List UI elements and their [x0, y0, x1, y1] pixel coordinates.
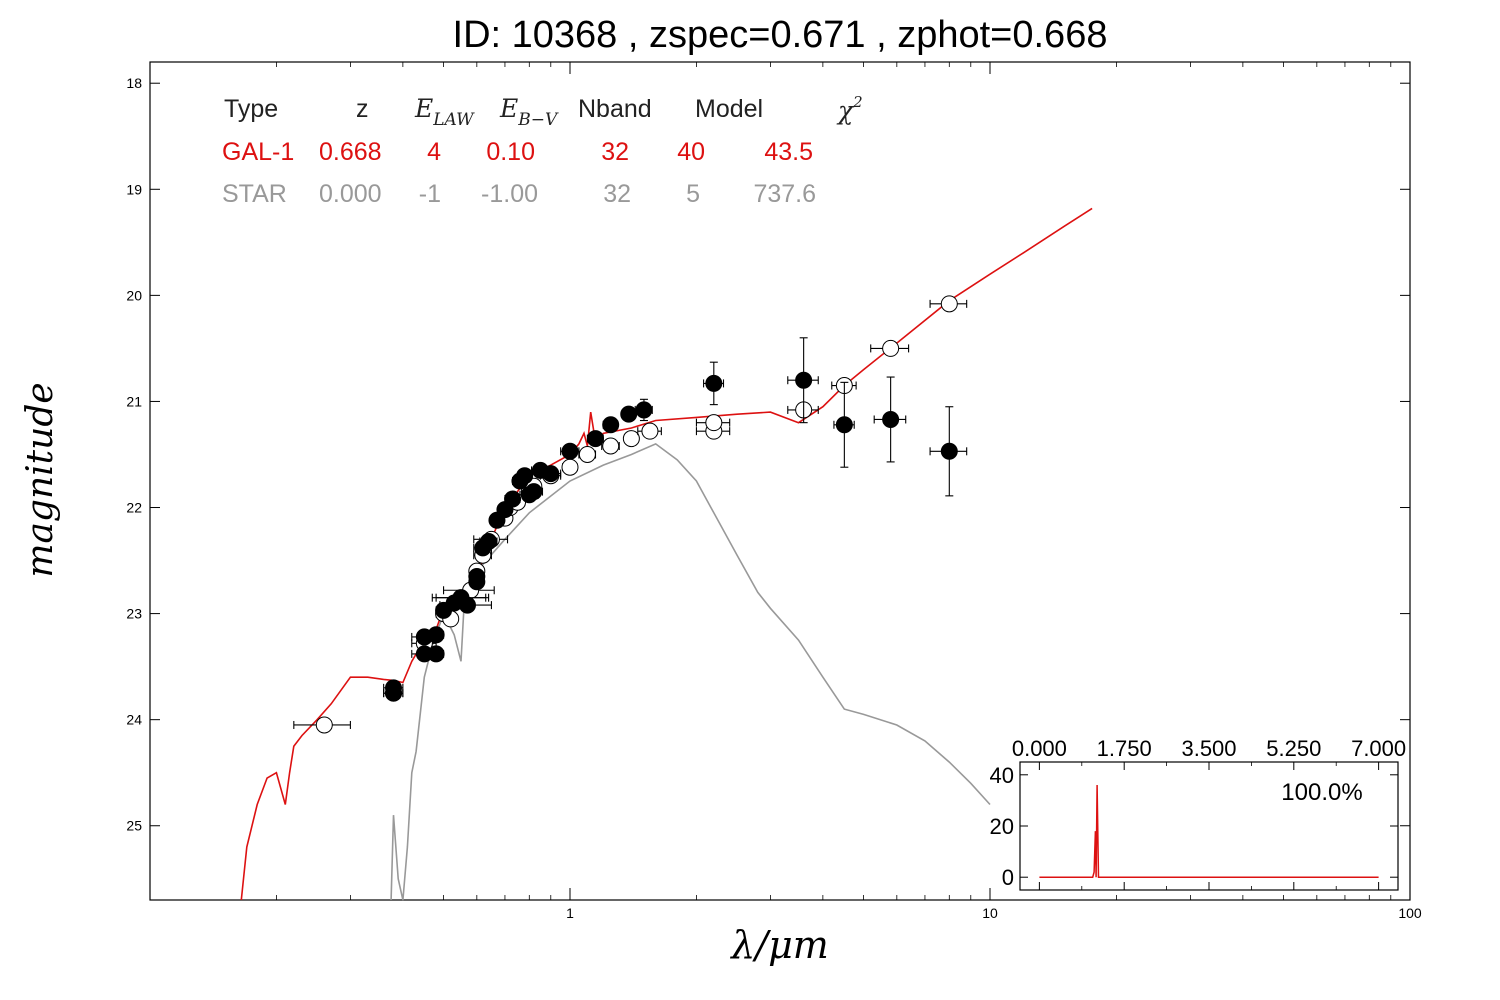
cell-type: GAL-1 [222, 138, 294, 166]
observed-point [873, 376, 907, 463]
inset-y-tick-label: 20 [990, 814, 1014, 839]
pdz-inset: 0.000 1.750 3.500 5.250 7.000 0 20 40 100.0% [990, 736, 1407, 891]
fit-table-header-type: Type [224, 95, 278, 123]
model-point [561, 458, 579, 476]
observed-point [620, 405, 638, 423]
chi-symbol: χ [836, 96, 855, 125]
cell-ebv: -1.00 [481, 180, 538, 208]
observed-point [833, 381, 855, 468]
cell-chi2: 737.6 [753, 180, 816, 208]
inset-y-tick-label: 40 [990, 763, 1014, 788]
fit-table-header-ebv: EB−V [499, 94, 559, 130]
inset-frame [1019, 761, 1399, 891]
series-lines [240, 207, 1093, 901]
observed-point [524, 483, 544, 501]
inset-annotation: 100.0% [1281, 779, 1362, 806]
fit-table-row-star: STAR 0.000 -1 -1.00 32 5 737.6 [222, 180, 816, 208]
ebv-symbol: E [499, 94, 518, 123]
cell-nband: 32 [603, 180, 631, 208]
y-tick-label: 19 [126, 181, 142, 197]
model-point [622, 430, 640, 448]
inset-x-tick-label: 7.000 [1351, 736, 1406, 761]
model-point [787, 401, 819, 419]
model-point [578, 445, 597, 463]
observed-point [516, 467, 534, 485]
cell-model: 40 [677, 138, 705, 166]
cell-z: 0.668 [319, 138, 382, 166]
fit-table-row-galaxy: GAL-1 0.668 4 0.10 32 40 43.5 [222, 138, 813, 166]
model-point [293, 716, 351, 734]
cell-ebv: 0.10 [486, 138, 535, 166]
observed-point [439, 596, 492, 614]
chart-title: ID: 10368 , zspec=0.671 , zphot=0.668 [452, 14, 1108, 56]
x-axis-label: λ/μm [729, 923, 829, 967]
observed-point [703, 361, 725, 406]
observed-point [383, 684, 404, 702]
y-tick-label: 25 [126, 818, 142, 834]
fit-table: Type z ELAW EB−V Nband Model χ2 GAL-1 0.… [222, 93, 863, 208]
model-point [929, 295, 968, 313]
observed-point [479, 532, 498, 550]
chi-superscript: 2 [852, 93, 863, 111]
model-point [601, 437, 620, 455]
observed-point [427, 645, 445, 663]
observed-point [787, 337, 819, 424]
elaw-symbol: E [414, 94, 433, 123]
inset-x-tick-label: 0.000 [1012, 736, 1067, 761]
observed-point [468, 573, 486, 591]
observed-point [929, 406, 968, 497]
inset-ticks: 0.000 1.750 3.500 5.250 7.000 0 20 40 [990, 736, 1407, 890]
observed-point [586, 430, 604, 448]
cell-z: 0.000 [319, 180, 382, 208]
ebv-subscript: B−V [517, 110, 559, 130]
y-tick-label: 24 [126, 712, 142, 728]
fit-table-header-nband: Nband [578, 95, 652, 123]
fit-table-header-z: z [356, 95, 369, 123]
fit-table-header-chi2: χ2 [836, 93, 863, 125]
y-tick-label: 23 [126, 606, 142, 622]
cell-model: 5 [686, 180, 700, 208]
fit-table-header-elaw: ELAW [414, 94, 475, 130]
y-tick-label: 22 [126, 500, 142, 516]
observed-point [496, 501, 514, 519]
y-tick-label: 21 [126, 393, 142, 409]
model-point [637, 422, 662, 440]
cell-elaw: 4 [427, 138, 441, 166]
inset-y-tick-label: 0 [1002, 865, 1014, 890]
cell-chi2: 43.5 [764, 138, 813, 166]
inset-x-tick-label: 3.500 [1181, 736, 1236, 761]
observed-point [560, 442, 580, 460]
y-axis-label: magnitude [20, 382, 61, 577]
cell-type: STAR [222, 180, 287, 208]
series-line-gal-1 [240, 207, 1093, 901]
observed-point [634, 398, 653, 422]
model-point [695, 414, 731, 432]
elaw-subscript: LAW [432, 110, 475, 130]
observed-point [427, 626, 445, 644]
cell-elaw: -1 [419, 180, 441, 208]
observed-point [504, 490, 522, 508]
y-tick-label: 20 [126, 287, 142, 303]
data-points [293, 295, 968, 734]
fit-table-header-model: Model [695, 95, 763, 123]
x-tick-label: 1 [566, 905, 574, 921]
observed-point [539, 465, 562, 483]
inset-x-tick-label: 5.250 [1266, 736, 1321, 761]
series-line-star [390, 442, 991, 901]
pdz-line [1039, 784, 1379, 878]
x-tick-label: 10 [982, 905, 998, 921]
inset-series [1039, 784, 1379, 878]
x-tick-label: 100 [1398, 905, 1422, 921]
model-point [870, 339, 910, 357]
y-tick-label: 18 [126, 75, 142, 91]
plot-frame [149, 61, 1411, 901]
cell-nband: 32 [601, 138, 629, 166]
observed-point [602, 416, 620, 434]
inset-x-tick-label: 1.750 [1097, 736, 1152, 761]
